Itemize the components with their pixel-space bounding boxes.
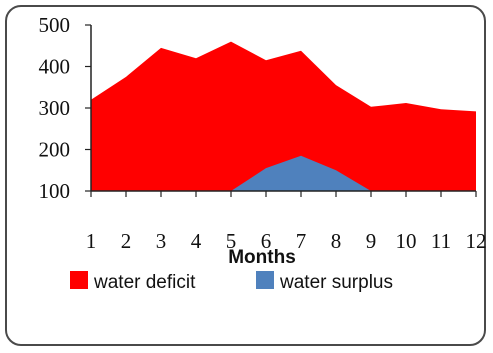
y-tick-label: 200 [39,138,71,162]
y-tick-label: 500 [39,13,71,37]
x-tick-label: 2 [121,229,132,253]
y-tick-label: 100 [39,179,71,203]
legend: water deficit water surplus [70,271,393,293]
x-tick-label: 5 [226,229,237,253]
legend-swatch [70,271,88,289]
legend-label: water deficit [93,272,196,293]
x-tick-label: 4 [191,229,202,253]
x-tick-label: 1 [86,229,97,253]
x-tick-label: 10 [396,229,417,253]
plot-area [91,41,476,191]
legend-swatch [256,271,274,289]
series-area-1 [91,41,476,191]
y-tick-label: 300 [39,96,71,120]
x-axis-title: Months [228,247,296,268]
y-tick-label: 400 [39,55,71,79]
legend-item-2: water surplus [256,271,393,293]
legend-label: water surplus [279,272,393,293]
y-axis: 100 200 300 400 500 [39,13,92,203]
x-tick-label: 6 [261,229,272,253]
x-tick-label: 3 [156,229,167,253]
x-tick-label: 8 [331,229,342,253]
x-tick-label: 12 [466,229,487,253]
legend-item-1: water deficit [70,271,196,293]
x-axis: 1 2 3 4 5 6 7 8 9 10 11 12 [86,190,487,253]
series-area-2 [91,155,476,191]
x-tick-label: 9 [366,229,377,253]
x-tick-label: 11 [431,229,451,253]
x-tick-label: 7 [296,229,307,253]
